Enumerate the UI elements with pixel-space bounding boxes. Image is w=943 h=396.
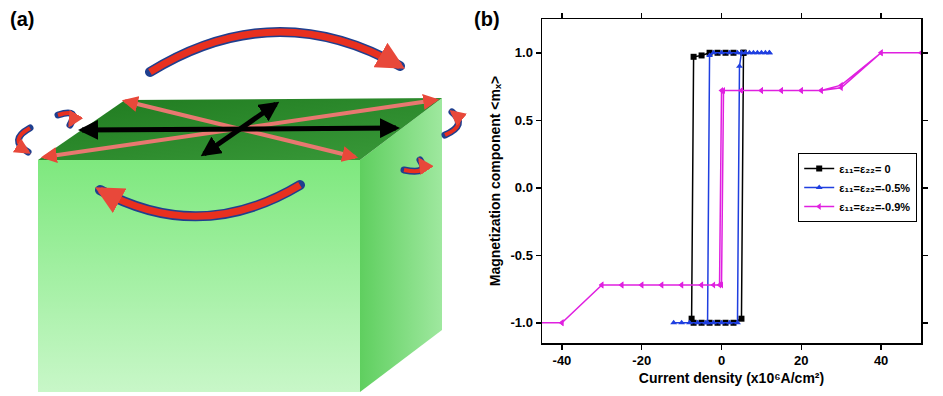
svg-text:1.0: 1.0 [515, 45, 533, 60]
svg-text:40: 40 [874, 353, 888, 368]
svg-text:ε₁₁=ε₂₂=-0.9%: ε₁₁=ε₂₂=-0.9% [839, 201, 910, 213]
svg-text:Magnetization component <mₓ>: Magnetization component <mₓ> [487, 76, 503, 286]
svg-text:0.0: 0.0 [515, 180, 533, 195]
html-text:(b): (b) [474, 8, 500, 30]
svg-text:-40: -40 [553, 353, 572, 368]
svg-text:ε₁₁=ε₂₂=-0.5%: ε₁₁=ε₂₂=-0.5% [839, 182, 910, 194]
svg-text:-1.0: -1.0 [510, 315, 532, 330]
svg-text:-0.5: -0.5 [510, 248, 532, 263]
svg-text:0: 0 [718, 353, 725, 368]
svg-text:-20: -20 [632, 353, 651, 368]
html-text:(a): (a) [10, 8, 35, 30]
svg-text:20: 20 [794, 353, 808, 368]
svg-text:Current density (x10⁶A/cm²): Current density (x10⁶A/cm²) [639, 370, 824, 386]
svg-text:ε₁₁=ε₂₂= 0: ε₁₁=ε₂₂= 0 [839, 163, 890, 175]
svg-text:0.5: 0.5 [515, 113, 533, 128]
